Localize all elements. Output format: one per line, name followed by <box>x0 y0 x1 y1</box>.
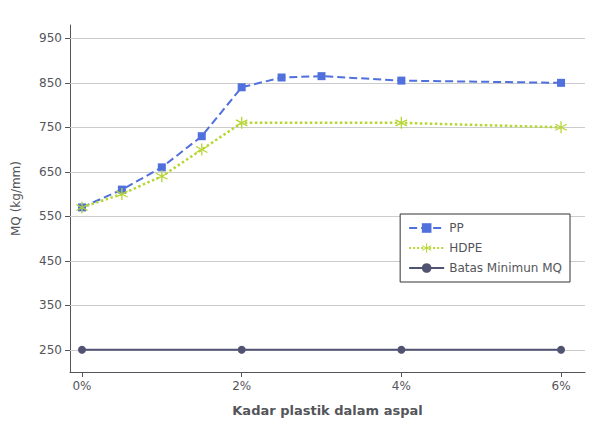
svg-text:4%: 4% <box>392 379 411 393</box>
svg-text:950: 950 <box>39 31 62 45</box>
svg-text:MQ (kg/mm): MQ (kg/mm) <box>9 161 23 236</box>
svg-text:2%: 2% <box>232 379 251 393</box>
svg-text:450: 450 <box>39 254 62 268</box>
svg-text:HDPE: HDPE <box>449 241 482 255</box>
svg-text:6%: 6% <box>552 379 571 393</box>
svg-text:850: 850 <box>39 76 62 90</box>
svg-text:550: 550 <box>39 209 62 223</box>
svg-text:350: 350 <box>39 298 62 312</box>
svg-text:650: 650 <box>39 165 62 179</box>
svg-text:Kadar plastik dalam aspal: Kadar plastik dalam aspal <box>232 403 422 418</box>
svg-text:Batas Minimun MQ: Batas Minimun MQ <box>449 261 562 275</box>
svg-text:250: 250 <box>39 343 62 357</box>
svg-text:PP: PP <box>449 221 463 235</box>
svg-text:750: 750 <box>39 120 62 134</box>
svg-text:0%: 0% <box>72 379 91 393</box>
